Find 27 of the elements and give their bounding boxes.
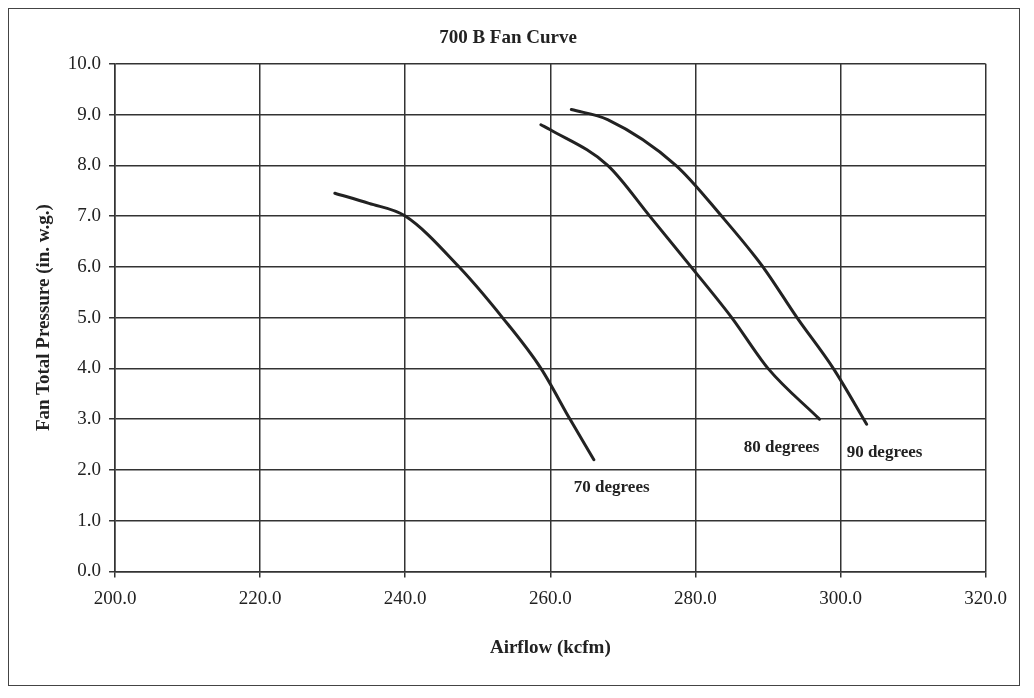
x-axis-title: Airflow (kcfm) [489, 635, 611, 658]
line-series [539, 123, 821, 421]
y-tick-label: 5.0 [77, 305, 102, 327]
y-tick-label: 2.0 [77, 457, 102, 479]
series-label: 70 degrees [573, 477, 650, 497]
chart-title: 700 B Fan Curve [439, 26, 577, 48]
y-tick-label: 4.0 [77, 356, 102, 378]
y-tick-label: 0.0 [77, 559, 102, 581]
line-series [333, 191, 596, 462]
series-label: 80 degrees [743, 436, 820, 456]
y-tick-label: 9.0 [77, 102, 102, 124]
x-tick-label: 200.0 [93, 586, 137, 608]
y-tick-label: 6.0 [77, 254, 102, 276]
y-axis-title: Fan Total Pressure (in. w.g.) [32, 204, 55, 431]
series-label: 90 degrees [846, 441, 923, 461]
x-tick-label: 260.0 [528, 586, 572, 608]
y-tick-label: 8.0 [77, 153, 102, 175]
x-tick-label: 320.0 [964, 586, 1007, 608]
x-tick-label: 220.0 [238, 586, 282, 608]
y-tick-label: 3.0 [77, 407, 102, 429]
y-tick-label: 7.0 [77, 204, 102, 226]
y-tick-label: 1.0 [77, 508, 102, 530]
x-tick-label: 300.0 [819, 586, 862, 608]
line-series [569, 107, 869, 426]
x-tick-label: 240.0 [383, 586, 427, 608]
x-tick-label: 280.0 [674, 586, 717, 608]
y-tick-label: 10.0 [67, 51, 102, 73]
